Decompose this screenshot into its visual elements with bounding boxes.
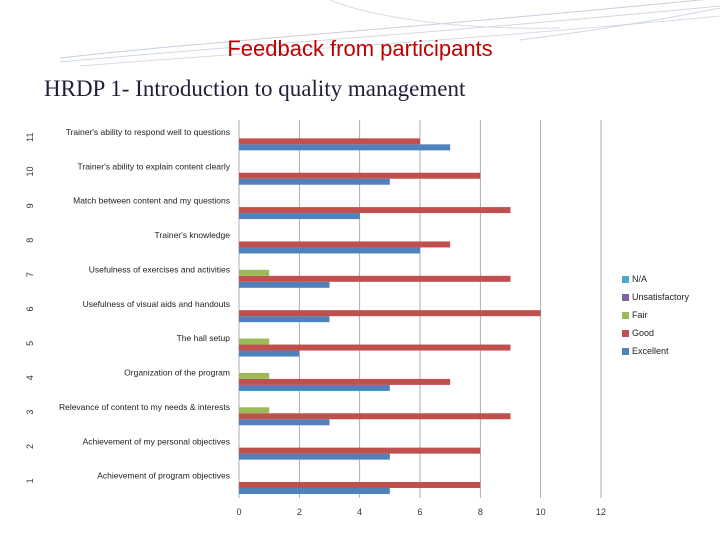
bar-excellent-10 bbox=[239, 178, 390, 185]
x-tick-label: 2 bbox=[297, 507, 302, 517]
row-number-label: 3 bbox=[25, 410, 35, 415]
category-label: Usefulness of exercises and activities bbox=[89, 264, 230, 274]
row-number-label: 11 bbox=[25, 133, 35, 142]
legend-label: Unsatisfactory bbox=[632, 292, 690, 302]
row-number-label: 8 bbox=[25, 238, 35, 243]
row-number-label: 10 bbox=[25, 167, 35, 177]
category-label: Organization of the program bbox=[124, 368, 230, 378]
x-tick-label: 0 bbox=[236, 507, 241, 517]
legend-swatch bbox=[622, 329, 629, 337]
bar-excellent-9 bbox=[239, 213, 360, 220]
bar-good-10 bbox=[239, 172, 481, 179]
row-number-label: 1 bbox=[25, 478, 35, 483]
bar-excellent-7 bbox=[239, 281, 330, 288]
bar-good-2 bbox=[239, 447, 481, 454]
x-tick-label: 10 bbox=[536, 507, 546, 517]
bar-good-5 bbox=[239, 344, 511, 351]
row-number-label: 9 bbox=[25, 203, 35, 208]
x-tick-label: 12 bbox=[596, 507, 606, 517]
legend-item: Good bbox=[622, 324, 689, 342]
bar-excellent-4 bbox=[239, 384, 390, 391]
bar-good-7 bbox=[239, 275, 511, 282]
category-label: Usefulness of visual aids and handouts bbox=[83, 299, 230, 309]
legend-item: Excellent bbox=[622, 342, 689, 360]
bar-excellent-2 bbox=[239, 453, 390, 460]
category-label: Match between content and my questions bbox=[73, 196, 230, 206]
bar-good-3 bbox=[239, 413, 511, 420]
legend-swatch bbox=[622, 275, 629, 283]
bar-fair-5 bbox=[239, 338, 270, 345]
row-number-label: 2 bbox=[25, 444, 35, 449]
category-label: Achievement of my personal objectives bbox=[83, 436, 230, 446]
row-number-label: 5 bbox=[25, 341, 35, 346]
x-tick-label: 6 bbox=[417, 507, 422, 517]
row-number-label: 7 bbox=[25, 272, 35, 277]
decorative-swoosh-lines bbox=[59, 0, 720, 67]
category-label: Trainer's ability to respond well to que… bbox=[66, 127, 230, 137]
bar-excellent-8 bbox=[239, 247, 420, 254]
legend-item: Fair bbox=[622, 306, 689, 324]
x-tick-label: 8 bbox=[478, 507, 483, 517]
category-label: Relevance of content to my needs & inter… bbox=[59, 402, 230, 412]
slide-title: Feedback from participants bbox=[227, 36, 493, 61]
legend-label: Fair bbox=[632, 310, 648, 320]
bar-excellent-3 bbox=[239, 419, 330, 426]
category-label: Trainer's ability to explain content cle… bbox=[78, 161, 231, 171]
bar-good-9 bbox=[239, 207, 511, 214]
bar-good-4 bbox=[239, 378, 451, 385]
legend-label: Good bbox=[632, 328, 655, 338]
legend-item: N/A bbox=[622, 270, 689, 288]
bar-excellent-5 bbox=[239, 350, 300, 357]
bar-good-6 bbox=[239, 310, 541, 317]
category-label: Trainer's knowledge bbox=[155, 230, 231, 240]
chart-legend: N/A Unsatisfactory Fair Good Excellent bbox=[622, 270, 689, 360]
legend-item: Unsatisfactory bbox=[622, 288, 689, 306]
legend-label: Excellent bbox=[632, 346, 669, 356]
row-number-label: 6 bbox=[25, 306, 35, 311]
bar-fair-4 bbox=[239, 372, 270, 379]
bar-excellent-6 bbox=[239, 316, 330, 323]
bar-good-8 bbox=[239, 241, 451, 248]
bar-fair-3 bbox=[239, 407, 270, 414]
bar-fair-7 bbox=[239, 269, 270, 276]
slide-subtitle: HRDP 1- Introduction to quality manageme… bbox=[44, 76, 466, 101]
x-tick-label: 4 bbox=[357, 507, 362, 517]
legend-swatch bbox=[622, 293, 629, 301]
category-label: Achievement of program objectives bbox=[97, 471, 230, 481]
legend-swatch bbox=[622, 311, 629, 319]
category-label: The hall setup bbox=[177, 333, 231, 343]
bar-excellent-11 bbox=[239, 144, 451, 151]
bar-good-1 bbox=[239, 482, 481, 488]
row-number-label: 4 bbox=[25, 375, 35, 380]
legend-swatch bbox=[622, 347, 629, 355]
legend-label: N/A bbox=[632, 274, 648, 284]
bar-good-11 bbox=[239, 138, 420, 145]
bar-excellent-1 bbox=[239, 488, 390, 494]
